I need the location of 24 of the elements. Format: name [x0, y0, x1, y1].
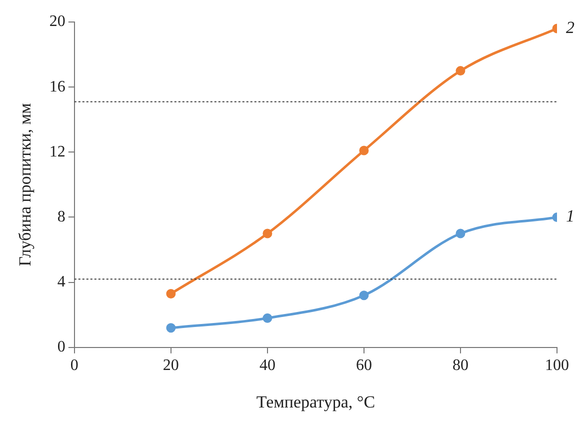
y-tick-label: 4	[57, 274, 66, 291]
x-axis-title: Температура, °C	[256, 392, 376, 412]
x-tick-label: 20	[162, 357, 179, 374]
point	[456, 228, 466, 238]
y-axis-title: Глубина пропитки, мм	[16, 102, 35, 266]
x-tick-label: 0	[70, 357, 78, 374]
y-tick-label: 20	[49, 13, 66, 30]
point	[359, 146, 369, 156]
x-tick-label: 40	[259, 357, 276, 374]
point	[359, 290, 369, 300]
x-tick-label: 60	[356, 357, 372, 374]
point	[262, 313, 272, 323]
x-tick-label: 80	[452, 357, 468, 374]
series-label: 1	[566, 206, 574, 226]
point	[166, 323, 176, 333]
y-tick-label: 8	[57, 208, 66, 226]
point	[262, 228, 272, 238]
y-tick-label: 12	[49, 143, 66, 160]
y-tick-label: 0	[57, 338, 66, 356]
series-label: 2	[566, 18, 575, 37]
y-tick-label: 16	[49, 78, 66, 96]
point	[166, 288, 176, 298]
point	[456, 66, 466, 76]
x-tick-label: 100	[545, 357, 569, 374]
